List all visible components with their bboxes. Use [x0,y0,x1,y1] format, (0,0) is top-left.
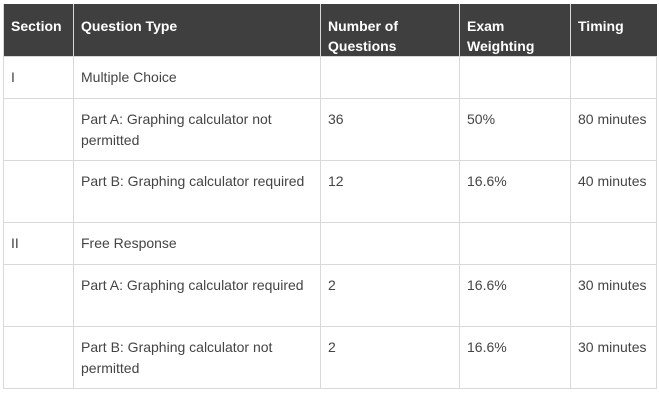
cell-number-of-questions [320,56,460,99]
cell-section: II [3,222,74,265]
cell-number-of-questions [320,222,460,265]
cell-question-type: Part B: Graphing calculator required [73,160,321,223]
cell-exam-weighting: 50% [459,98,571,161]
cell-exam-weighting: 16.6% [459,160,571,223]
cell-section [3,326,74,389]
cell-question-type: Part A: Graphing calculator not permitte… [73,98,321,161]
table-row: Part B: Graphing calculator required 12 … [3,160,657,223]
table-body: I Multiple Choice Part A: Graphing calcu… [3,56,657,389]
cell-exam-weighting [459,56,571,99]
cell-section [3,264,74,327]
cell-section [3,98,74,161]
cell-timing: 80 minutes [570,98,657,161]
header-timing: Timing [570,4,657,57]
cell-section [3,160,74,223]
table-row: I Multiple Choice [3,56,657,99]
cell-number-of-questions: 2 [320,326,460,389]
cell-timing: 30 minutes [570,264,657,327]
cell-number-of-questions: 36 [320,98,460,161]
cell-timing: 40 minutes [570,160,657,223]
table-row: Part B: Graphing calculator not permitte… [3,326,657,389]
cell-exam-weighting [459,222,571,265]
table-row: II Free Response [3,222,657,265]
cell-question-type: Multiple Choice [73,56,321,99]
cell-exam-weighting: 16.6% [459,264,571,327]
cell-number-of-questions: 12 [320,160,460,223]
table-row: Part A: Graphing calculator required 2 1… [3,264,657,327]
exam-structure-table-container: Section Question Type Number of Question… [3,4,657,389]
cell-section: I [3,56,74,99]
table-header: Section Question Type Number of Question… [3,4,657,57]
cell-timing: 30 minutes [570,326,657,389]
table-row: Part A: Graphing calculator not permitte… [3,98,657,161]
cell-exam-weighting: 16.6% [459,326,571,389]
exam-structure-table: Section Question Type Number of Question… [3,4,657,389]
cell-question-type: Free Response [73,222,321,265]
header-row: Section Question Type Number of Question… [3,4,657,57]
header-number-of-questions: Number of Questions [320,4,460,57]
cell-timing [570,56,657,99]
cell-question-type: Part A: Graphing calculator required [73,264,321,327]
header-question-type: Question Type [73,4,321,57]
cell-number-of-questions: 2 [320,264,460,327]
cell-question-type: Part B: Graphing calculator not permitte… [73,326,321,389]
header-exam-weighting: Exam Weighting [459,4,571,57]
cell-timing [570,222,657,265]
header-section: Section [3,4,74,57]
